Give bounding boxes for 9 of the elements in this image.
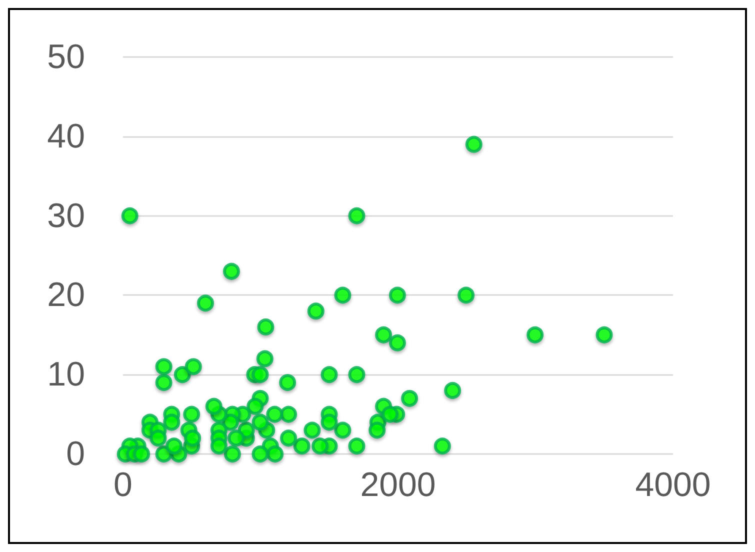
x-tick-label: 4000 bbox=[635, 466, 711, 504]
y-tick-label: 20 bbox=[47, 276, 85, 314]
x-tick-label: 2000 bbox=[360, 466, 436, 504]
y-tick-label: 10 bbox=[47, 356, 85, 394]
y-tick-label: 30 bbox=[47, 196, 85, 235]
x-tick-label: 0 bbox=[114, 466, 132, 504]
y-tick-label: 40 bbox=[47, 117, 85, 156]
y-tick-label: 0 bbox=[66, 435, 85, 473]
y-tick-label: 50 bbox=[47, 38, 85, 76]
